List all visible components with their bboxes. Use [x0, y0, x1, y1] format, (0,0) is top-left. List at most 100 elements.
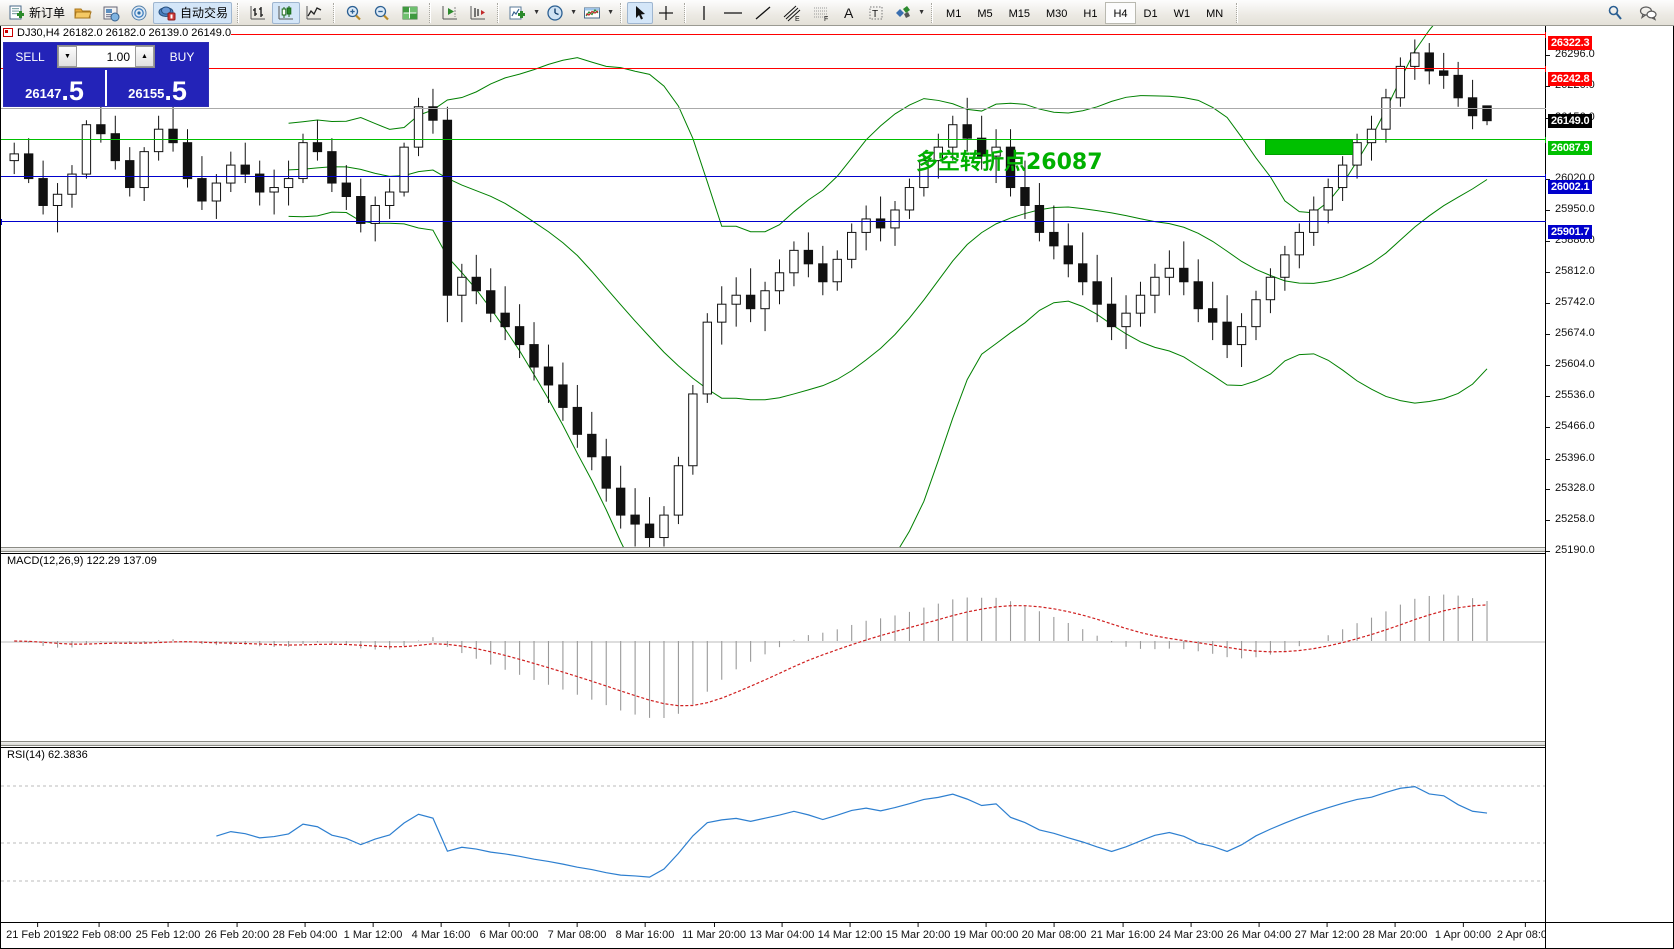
- volume-down-icon[interactable]: ▼: [58, 46, 77, 67]
- bar-chart-button[interactable]: [244, 2, 272, 24]
- tile-windows-button[interactable]: [396, 2, 424, 24]
- price-level-chip[interactable]: 26322.3: [1548, 35, 1593, 50]
- candle: [514, 326, 525, 346]
- timeframe-h4[interactable]: H4: [1105, 1, 1136, 24]
- indicators-button[interactable]: [504, 2, 532, 24]
- hline-26002[interactable]: [1, 174, 1546, 180]
- chevron-down-icon[interactable]: ▼: [918, 9, 925, 16]
- hline-26242[interactable]: [1, 66, 1546, 72]
- price-pane[interactable]: 多空转折点26087: [1, 26, 1546, 551]
- zoom-in-button[interactable]: [340, 2, 368, 24]
- time-axis-tick: 13 Mar 04:00: [749, 923, 815, 941]
- equidistant-channel-button[interactable]: E: [777, 2, 807, 24]
- toolbar-separator: [497, 2, 500, 23]
- zoom-in-icon: [346, 5, 361, 20]
- autotrading-button[interactable]: 自动交易: [153, 1, 233, 24]
- volume-up-icon[interactable]: ▲: [135, 46, 154, 67]
- shapes-button[interactable]: [889, 2, 917, 24]
- sell-button[interactable]: SELL: [4, 43, 56, 70]
- candle: [370, 204, 380, 224]
- signals-button[interactable]: [125, 2, 153, 24]
- hline-handle-icon[interactable]: [1, 219, 2, 225]
- buy-button[interactable]: BUY: [156, 43, 208, 70]
- chart-shift-button[interactable]: [436, 2, 464, 24]
- sell-price[interactable]: 26147.5: [4, 70, 105, 106]
- candle: [933, 146, 944, 162]
- line-chart-button[interactable]: [300, 2, 328, 24]
- fibonacci-button[interactable]: F: [807, 2, 837, 24]
- one-click-trading-panel[interactable]: SELL ▼ 1.00 ▲ BUY 26147.5 26155.5: [3, 42, 209, 107]
- candle: [1265, 276, 1276, 301]
- periods-button[interactable]: [541, 2, 569, 24]
- current-price-chip[interactable]: 26149.0: [1548, 113, 1593, 128]
- candle: [486, 290, 496, 314]
- candle: [1366, 128, 1377, 144]
- macd-histogram: [28, 594, 1488, 718]
- timeframe-m1[interactable]: M1: [946, 7, 962, 20]
- candle: [760, 290, 770, 310]
- horizontal-line-button[interactable]: [717, 2, 749, 24]
- candle: [630, 514, 640, 525]
- price-level-chip[interactable]: 26002.1: [1548, 179, 1593, 194]
- new-order-button[interactable]: 新订单: [4, 2, 69, 24]
- price-axis-tick: 25742.0: [1546, 296, 1595, 308]
- main-toolbar: 新订单 自动交易: [0, 0, 1674, 26]
- hline-26322[interactable]: [1, 32, 1546, 38]
- timeframe-mn[interactable]: MN: [1206, 7, 1224, 20]
- trendline-button[interactable]: [749, 2, 777, 24]
- price-level-chip[interactable]: 26242.8: [1548, 71, 1593, 86]
- candle: [1106, 303, 1117, 328]
- buy-price[interactable]: 26155.5: [107, 70, 208, 106]
- candle: [1482, 105, 1492, 122]
- auto-scroll-icon: [470, 5, 486, 19]
- timeframe-m30[interactable]: M30: [1046, 7, 1068, 20]
- text-button[interactable]: A: [837, 2, 863, 24]
- candlestick-chart-button[interactable]: [272, 1, 301, 24]
- volume-input[interactable]: 1.00: [77, 46, 135, 67]
- news-button[interactable]: [97, 2, 125, 24]
- price-axis[interactable]: 26296.026226.026156.026020.025950.025880…: [1545, 26, 1673, 922]
- auto-scroll-button[interactable]: [464, 2, 492, 24]
- chevron-down-icon[interactable]: ▼: [533, 9, 540, 16]
- folder-button[interactable]: [69, 2, 97, 24]
- chevron-down-icon[interactable]: ▼: [607, 9, 614, 16]
- timeframe-m5[interactable]: M5: [977, 7, 993, 20]
- hline-25901[interactable]: [1, 219, 1546, 225]
- price-level-chip[interactable]: 25901.7: [1548, 224, 1593, 239]
- hline-handle-icon[interactable]: [1545, 174, 1546, 180]
- hline-handle-icon[interactable]: [1545, 32, 1546, 38]
- macd-pane[interactable]: MACD(12,26,9) 122.29 137.09: [1, 553, 1546, 727]
- text-label-button[interactable]: T: [863, 2, 889, 24]
- macd-label: MACD(12,26,9) 122.29 137.09: [5, 555, 159, 567]
- price-level-chip[interactable]: 26087.9: [1548, 141, 1593, 156]
- templates-button[interactable]: [578, 2, 606, 24]
- chart-annotation-text[interactable]: 多空转折点26087: [916, 150, 1103, 175]
- chart-window[interactable]: DJ30,H4 26182.0 26182.0 26139.0 26149.0 …: [0, 26, 1674, 949]
- candle: [572, 406, 583, 435]
- hline-handle-icon[interactable]: [1545, 137, 1546, 143]
- hline-handle-icon[interactable]: [1545, 66, 1546, 72]
- zoom-out-button[interactable]: [368, 2, 396, 24]
- pane-divider-rsi[interactable]: [1, 741, 1546, 746]
- volume-stepper[interactable]: ▼ 1.00 ▲: [57, 45, 155, 68]
- crosshair-button[interactable]: [653, 2, 679, 24]
- toolbar-separator: [1236, 2, 1239, 23]
- timeframe-h1[interactable]: H1: [1083, 7, 1098, 20]
- search-button[interactable]: [1602, 2, 1628, 24]
- chat-button[interactable]: [1634, 2, 1662, 24]
- candle: [659, 514, 669, 539]
- rsi-pane[interactable]: RSI(14) 62.3836: [1, 747, 1546, 922]
- timeframe-m15[interactable]: M15: [1008, 7, 1030, 20]
- green-rectangle-object[interactable]: [1265, 139, 1353, 155]
- timeframe-d1[interactable]: D1: [1143, 7, 1158, 20]
- hline-26087[interactable]: [1, 137, 1546, 143]
- time-axis-tick: 2 Apr 08:00: [1497, 923, 1546, 941]
- vertical-line-button[interactable]: [691, 2, 717, 24]
- chevron-down-icon[interactable]: ▼: [570, 9, 577, 16]
- cursor-button[interactable]: [627, 1, 654, 24]
- timeframe-w1[interactable]: W1: [1173, 7, 1191, 20]
- time-axis-corner: [1545, 922, 1673, 948]
- vertical-line-icon: [703, 5, 705, 20]
- time-axis[interactable]: 21 Feb 2019 22 Feb 08:00 25 Feb 12:00 26 Fe…: [1, 922, 1546, 948]
- pane-divider-macd[interactable]: [1, 547, 1546, 552]
